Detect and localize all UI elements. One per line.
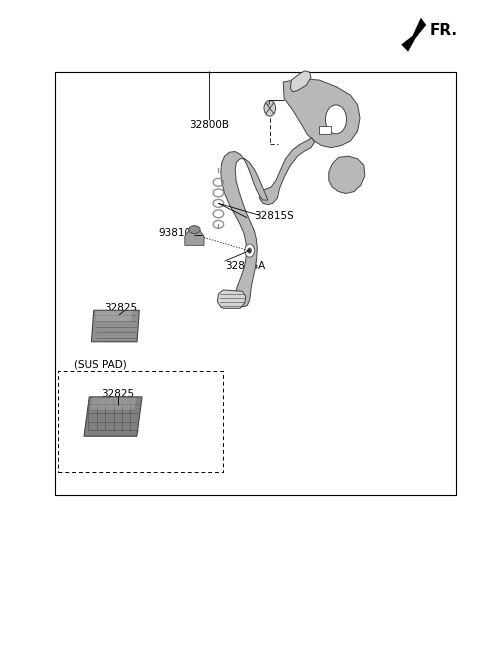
Polygon shape: [329, 156, 365, 194]
Polygon shape: [221, 152, 268, 307]
Text: 32825: 32825: [101, 388, 134, 399]
Text: 32815S: 32815S: [254, 211, 294, 222]
Polygon shape: [84, 397, 142, 436]
Polygon shape: [259, 138, 314, 205]
Polygon shape: [91, 310, 139, 342]
Ellipse shape: [189, 226, 200, 234]
Polygon shape: [217, 290, 246, 308]
Circle shape: [245, 244, 254, 257]
Text: 32876A: 32876A: [226, 260, 266, 271]
Polygon shape: [290, 71, 311, 92]
Polygon shape: [319, 126, 331, 134]
Text: 93810A: 93810A: [158, 228, 199, 238]
Circle shape: [264, 100, 276, 116]
Polygon shape: [90, 398, 137, 409]
Polygon shape: [185, 231, 204, 245]
Polygon shape: [96, 311, 132, 321]
Text: 1339GA: 1339GA: [286, 90, 327, 100]
Text: 32800B: 32800B: [189, 119, 229, 130]
Polygon shape: [402, 18, 426, 51]
Circle shape: [248, 248, 252, 253]
Bar: [58, 371, 223, 472]
Bar: [55, 72, 456, 495]
Text: (SUS PAD): (SUS PAD): [74, 359, 127, 369]
Text: 32825: 32825: [105, 303, 138, 314]
Circle shape: [325, 105, 347, 134]
Text: FR.: FR.: [430, 23, 457, 38]
Polygon shape: [283, 79, 360, 148]
